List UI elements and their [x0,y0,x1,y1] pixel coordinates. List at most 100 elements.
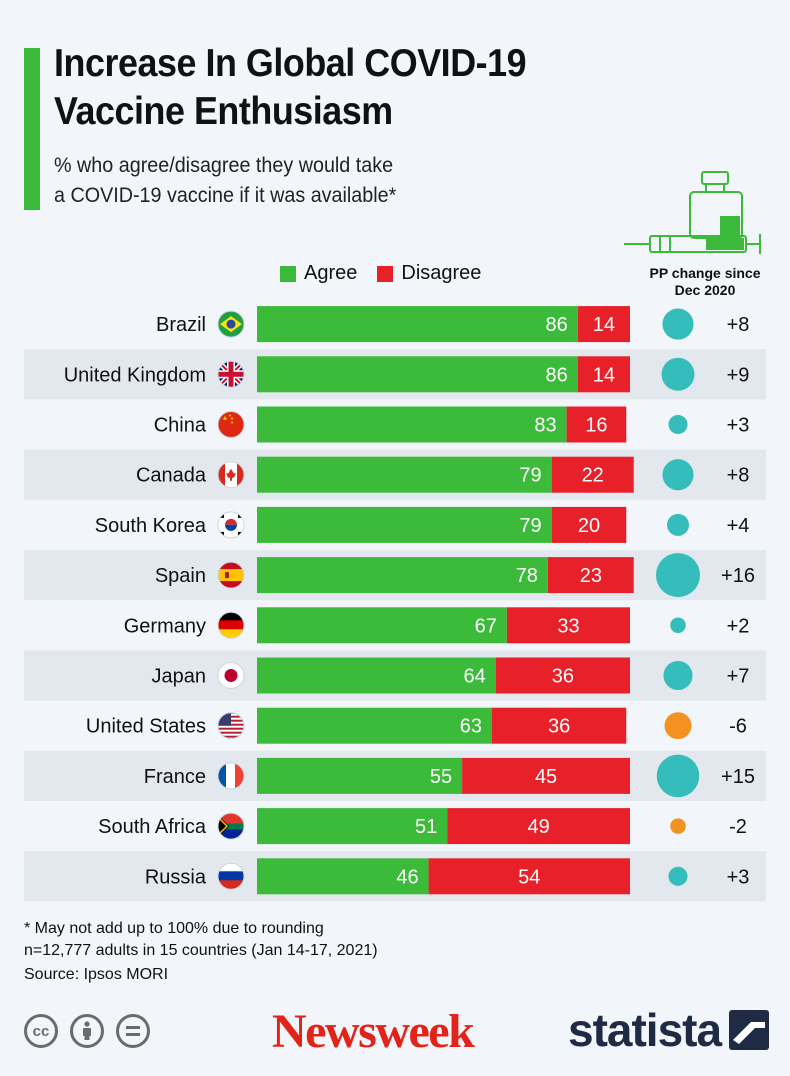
bar-disagree-brazil [577,306,630,343]
pp-bubble-canada [662,459,694,491]
pp-bubble-russia [668,866,688,886]
footnote-sample: n=12,777 adults in 15 countries (Jan 14-… [24,942,378,959]
bar-agree-united-states [257,707,492,744]
label-agree-russia: 46 [396,866,418,888]
bar-agree-japan [257,657,496,694]
bar-disagree-japan [495,657,630,694]
label-agree-south-africa: 51 [415,816,437,838]
no-derivatives-icon [116,1014,150,1048]
pp-value-japan: +7 [727,666,750,688]
bar-agree-canada [257,456,552,493]
bar-agree-spain [257,557,548,594]
flag-germany-icon [217,611,245,639]
legend-item-agree: Agree [280,262,357,285]
pp-value-south-korea: +4 [727,515,750,537]
label-disagree-spain: 23 [580,565,602,587]
row-label-south-africa: South Africa [98,816,207,838]
pp-value-russia: +3 [727,866,750,888]
row-label-spain: Spain [155,565,206,587]
label-disagree-united-states: 36 [548,716,570,738]
footnote: * May not add up to 100% due to rounding… [24,918,378,986]
flag-russia-icon [217,862,245,890]
statista-mark-icon [729,1010,770,1050]
title-accent-bar [24,48,40,210]
label-disagree-united-kingdom: 14 [593,364,615,386]
bar-agree-germany [257,607,507,644]
pp-value-brazil: +8 [727,314,750,336]
label-agree-united-kingdom: 86 [546,364,568,386]
pp-bubble-united-kingdom [661,357,695,391]
label-agree-spain: 78 [516,565,538,587]
chart-title: Increase In Global COVID-19 Vaccine Enth… [54,42,527,133]
pp-bubble-brazil [662,308,694,340]
newsweek-logo: Newsweek [272,1005,475,1058]
bar-agree-france [257,757,463,794]
bar-agree-brazil [257,306,578,343]
flag-china-icon [217,411,245,438]
legend-item-disagree: Disagree [377,262,481,285]
pp-bubble-south-korea [667,513,689,536]
bar-disagree-germany [506,607,630,644]
pp-change-header: PP change since Dec 2020 [649,265,761,298]
label-disagree-france: 45 [535,766,557,788]
flag-united-kingdom-icon [217,360,245,388]
row-label-france: France [144,766,206,788]
row-label-japan: Japan [152,666,207,688]
label-disagree-russia: 54 [518,866,540,888]
label-disagree-south-africa: 49 [527,816,549,838]
creative-commons-icon: cc [24,1014,58,1048]
attribution-icon [70,1014,104,1048]
flag-united-states-icon [217,712,245,740]
legend-swatch-agree [280,265,296,282]
statista-logo: statista [568,1004,770,1056]
bar-disagree-south-africa [447,808,630,845]
pp-value-spain: +16 [721,565,755,587]
chart-subtitle: % who agree/disagree they would take a C… [54,154,397,207]
legend-label-disagree: Disagree [401,262,482,284]
label-agree-germany: 67 [475,615,497,637]
footnote-rounding: * May not add up to 100% due to rounding [24,920,324,937]
legend-label-agree: Agree [304,262,358,284]
pp-value-china: +3 [727,415,750,437]
flag-south-korea-icon [217,511,245,539]
row-label-brazil: Brazil [156,314,206,336]
bar-agree-south-africa [257,808,448,845]
row-label-canada: Canada [136,465,207,487]
pp-bubble-china [668,414,688,435]
label-disagree-japan: 36 [552,666,574,688]
label-agree-south-korea: 79 [519,515,541,537]
statista-wordmark: statista [568,1004,722,1056]
bar-agree-united-kingdom [257,356,578,393]
legend-swatch-disagree [377,265,394,282]
label-disagree-germany: 33 [557,615,579,637]
flag-brazil-icon [217,310,245,338]
footnote-source: Source: Ipsos MORI [24,966,169,983]
label-agree-france: 55 [430,766,452,788]
label-agree-china: 83 [534,415,556,437]
bar-disagree-spain [547,557,634,594]
label-disagree-brazil: 14 [593,314,615,336]
bar-disagree-canada [551,456,634,493]
label-agree-united-states: 63 [460,716,482,738]
pp-bubble-spain [656,553,700,598]
pp-bubble-japan [663,660,693,691]
flag-south-africa-icon [217,812,245,840]
flag-france-icon [217,762,245,790]
bar-disagree-russia [428,858,630,895]
label-disagree-canada: 22 [582,465,604,487]
pp-value-canada: +8 [727,465,750,487]
row-label-china: China [154,415,207,437]
vaccine-vial-icon [624,171,761,254]
pp-bubble-germany [670,617,686,634]
label-disagree-south-korea: 20 [578,515,600,537]
pp-bubble-south-africa [670,818,686,834]
flag-japan-icon [217,662,245,689]
pp-bubble-france [656,754,700,798]
row-label-germany: Germany [124,615,206,637]
bar-disagree-united-kingdom [577,356,630,393]
pp-value-south-africa: -2 [729,816,747,838]
flag-spain-icon [217,561,245,589]
row-label-south-korea: South Korea [95,515,207,537]
row-label-united-states: United States [86,716,206,738]
